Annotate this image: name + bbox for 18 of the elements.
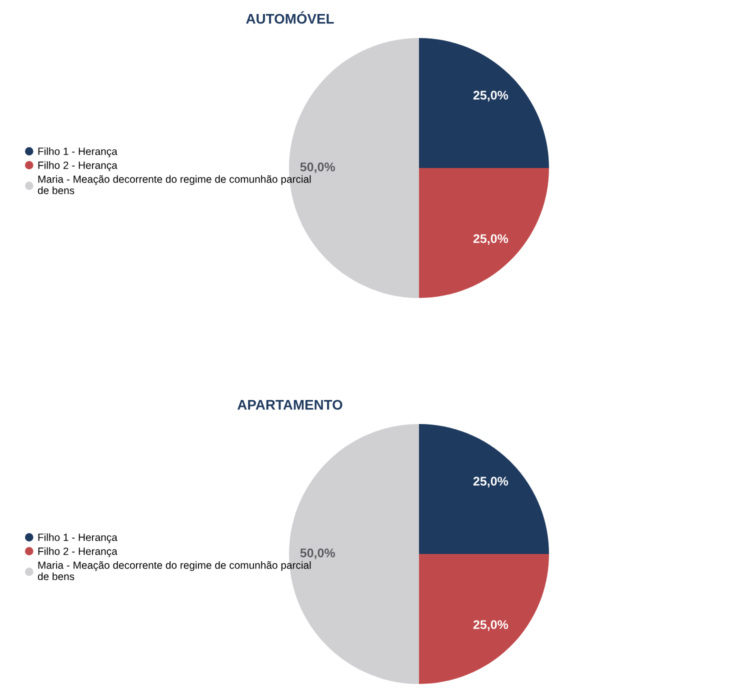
data-label: 50,0% (300, 548, 335, 560)
legend-label: Filho 1 - Herança (38, 533, 118, 544)
legend-label: Maria - Meação decorrente do regime de comunhão parcial de bens (38, 175, 311, 194)
legend-label: Maria - Meação decorrente do regime de comunhão parcial de bens (38, 561, 311, 580)
data-label: 50,0% (300, 162, 335, 174)
legend-label: Filho 1 - Herança (38, 147, 118, 158)
legend-label: Filho 2 - Herança (38, 161, 118, 172)
data-label: 25,0% (473, 620, 508, 631)
pie-slice (419, 424, 549, 554)
chart-title: APARTAMENTO (237, 400, 342, 410)
data-label: 25,0% (473, 476, 508, 488)
pie-slice (419, 554, 549, 684)
legend-label: Filho 2 - Herança (38, 547, 118, 558)
chart-title: AUTOMÓVEL (246, 11, 334, 24)
data-label: 25,0% (473, 234, 508, 245)
pie-slice (419, 168, 549, 298)
pie-slice (419, 38, 549, 168)
data-label: 25,0% (473, 90, 508, 102)
